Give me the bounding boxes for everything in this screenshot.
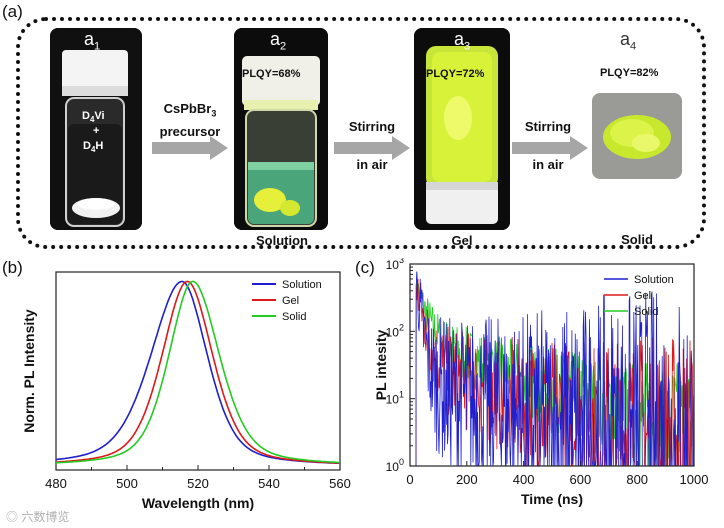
x-axis-label-b: Wavelength (nm): [142, 495, 254, 511]
x-tick-label-b: 560: [329, 476, 351, 491]
arrow2-icon: [334, 136, 410, 160]
y-tick-exponent-c: 0: [399, 457, 404, 467]
a3-plqy: PLQY=72%: [426, 68, 485, 80]
legend-label-b-solution: Solution: [282, 279, 322, 291]
x-tick-label-c: 1000: [680, 472, 709, 487]
y-tick-exponent-c: 2: [399, 322, 404, 332]
a4-label: a4: [620, 29, 637, 53]
chart-b: 480 500 520 540 560 Wavelength (nm) Norm. PL I…: [21, 271, 351, 511]
panel-a-label: (a): [2, 2, 23, 21]
legend-label-c-solution: Solution: [634, 274, 674, 286]
y-tick-label-c: 103: [386, 258, 404, 272]
photo-a3: a3 PLQY=72%: [414, 28, 510, 230]
vial-a3-image: [414, 28, 510, 230]
series-line-b-gel: [55, 280, 341, 464]
legend-label-c-gel: Gel: [634, 290, 651, 302]
series-line-b-solid: [55, 280, 341, 464]
a2-plqy: PLQY=68%: [242, 68, 301, 80]
a1-vial-text-2: D4H: [83, 140, 104, 155]
y-tick-exponent-c: 3: [399, 258, 404, 265]
photo-a1: a1 D4Vi + D4H: [50, 28, 142, 230]
legend-label-b-gel: Gel: [282, 295, 299, 307]
x-tick-label-c: 800: [626, 472, 648, 487]
x-tick-label-b: 540: [258, 476, 280, 491]
y-tick-label-c: 100: [386, 457, 404, 474]
arrow2-label: Stirring in air: [348, 119, 396, 172]
a3-caption: Gel: [451, 233, 473, 248]
x-tick-label-c: 200: [456, 472, 478, 487]
arrow3-label: Stirring in air: [524, 119, 572, 172]
a3-label: a3: [454, 29, 471, 53]
y-axis-label-b: Norm. PL Intensity: [21, 309, 37, 433]
x-tick-label-c: 600: [570, 472, 592, 487]
a1-vial-plus: +: [93, 125, 100, 137]
photo-a2: a2 PLQY=68%: [234, 28, 328, 230]
x-tick-label-b: 500: [116, 476, 138, 491]
vial-a1-image: [50, 28, 142, 230]
vial-a2-image: [234, 28, 328, 230]
arrow1-icon: [152, 136, 228, 160]
legend-label-c-solid: Solid: [634, 306, 658, 318]
plot-frame-c: [409, 263, 695, 467]
x-tick-label-c: 400: [513, 472, 535, 487]
legend-label-b-solid: Solid: [282, 311, 306, 323]
panel-a-frame: [16, 17, 706, 249]
y-axis-label-c: PL intesity: [373, 330, 389, 401]
panel-c-label: (c): [355, 258, 375, 277]
series-line-b-solution: [55, 280, 341, 465]
arrow1-label: CsPbBr3 precursor: [159, 101, 221, 139]
photo-a4-powder: [592, 93, 682, 179]
arrow3-icon: [512, 136, 588, 160]
x-tick-label-c: 0: [406, 472, 413, 487]
x-axis-label-c: Time (ns): [521, 491, 583, 507]
a4-plqy: PLQY=82%: [600, 67, 659, 79]
series-line-c-solution: [410, 271, 694, 467]
x-tick-label-b: 520: [187, 476, 209, 491]
panel-b-label: (b): [2, 258, 23, 277]
watermark: ◎ 六数博览: [6, 510, 70, 524]
a2-label: a2: [270, 29, 287, 53]
watermark-icon: ◎: [6, 510, 22, 524]
a1-vial-text-1: D4Vi: [82, 110, 105, 125]
y-tick-exponent-c: 1: [399, 390, 404, 400]
a4-caption: Solid: [621, 232, 653, 247]
a1-label: a1: [84, 29, 101, 53]
x-tick-label-b: 480: [45, 476, 67, 491]
a2-caption: Solution: [256, 233, 308, 248]
